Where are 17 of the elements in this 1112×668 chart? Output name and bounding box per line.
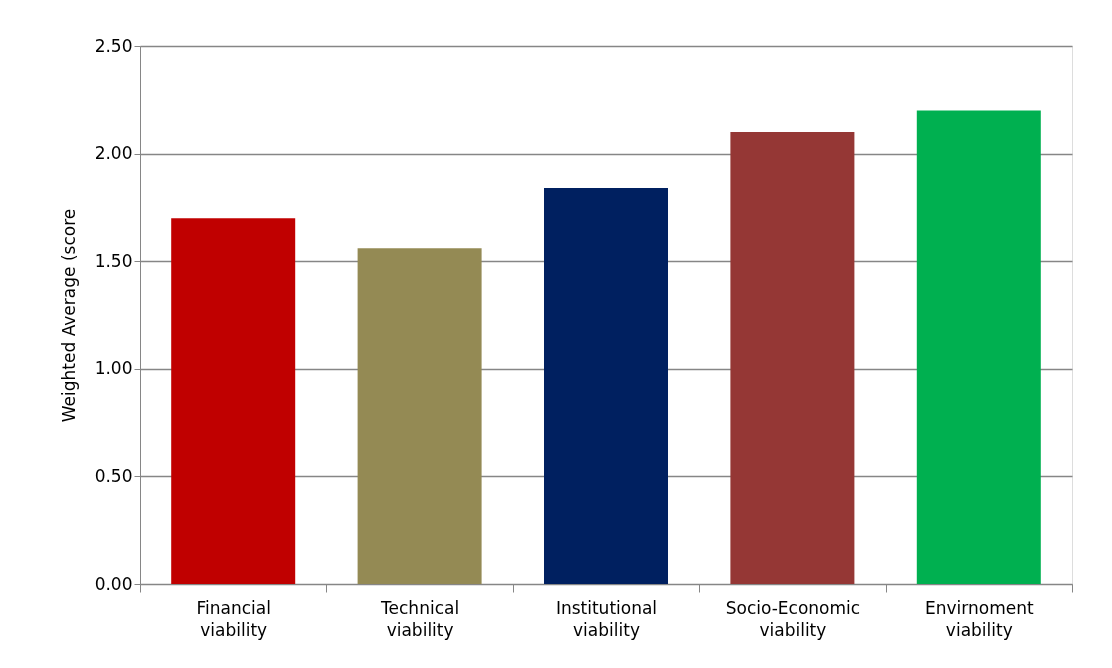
y-tick-label: 1.00 <box>94 358 133 379</box>
bar <box>730 132 855 584</box>
bar <box>357 248 482 584</box>
x-tick-label: Institutional viability <box>555 597 658 640</box>
x-tick-label: Technical viability <box>380 597 460 640</box>
bar <box>544 188 668 584</box>
x-tick-label: Envirnoment viability <box>924 597 1034 640</box>
x-tick-label: Socio-Economic viability <box>725 597 861 640</box>
bar <box>916 110 1041 584</box>
x-tick-label: Financial viability <box>196 597 271 640</box>
y-tick-label: 2.50 <box>94 35 133 56</box>
y-tick-label: 1.50 <box>94 250 133 271</box>
y-tick-label: 0.50 <box>94 465 133 486</box>
y-tick-label: 0.00 <box>94 573 133 594</box>
y-tick-label: 2.00 <box>94 143 133 164</box>
bar <box>171 218 296 584</box>
y-axis-title: Weighted Average (score <box>58 208 79 423</box>
